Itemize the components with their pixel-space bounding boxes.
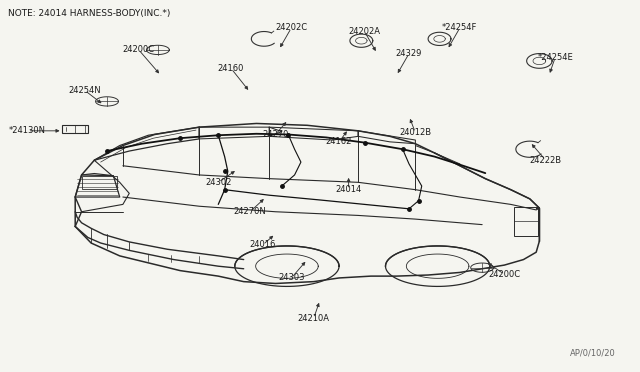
Text: 24270N: 24270N [234, 207, 266, 216]
Text: NOTE: 24014 HARNESS-BODY(INC.*): NOTE: 24014 HARNESS-BODY(INC.*) [8, 9, 171, 19]
Text: 24270: 24270 [262, 130, 289, 139]
Text: 24200C: 24200C [123, 45, 155, 54]
Text: *24254E: *24254E [538, 53, 573, 62]
Text: *24254F: *24254F [442, 23, 477, 32]
Text: 24200C: 24200C [488, 270, 520, 279]
Bar [82, 176, 117, 189]
Text: 24210A: 24210A [298, 314, 330, 323]
Text: 24016: 24016 [250, 240, 276, 249]
Text: 24202C: 24202C [275, 23, 307, 32]
Text: 24202A: 24202A [349, 27, 381, 36]
Text: *24130N: *24130N [9, 126, 46, 135]
Bar [514, 207, 538, 235]
Text: 24303: 24303 [278, 273, 305, 282]
Text: 24012B: 24012B [399, 128, 431, 137]
Text: 24329: 24329 [396, 49, 422, 58]
Text: 24254N: 24254N [68, 86, 101, 95]
Text: 24162: 24162 [326, 137, 352, 146]
Text: 24222B: 24222B [530, 156, 562, 165]
Text: 24160: 24160 [218, 64, 244, 73]
Text: AP/0/10/20: AP/0/10/20 [570, 348, 616, 357]
Bar [63, 125, 88, 134]
Text: 24014: 24014 [335, 185, 362, 194]
Text: 24302: 24302 [205, 178, 232, 187]
